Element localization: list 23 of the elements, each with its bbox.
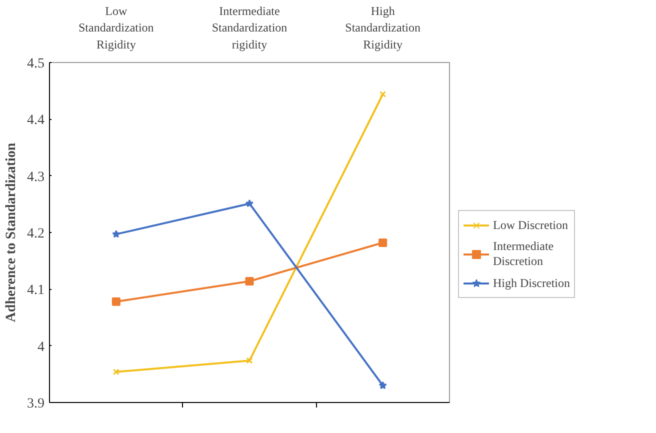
legend-label: Intermediate Discretion [493,239,554,269]
point [378,381,387,390]
point [245,276,254,286]
y-tick-label: 4.1 [27,283,44,298]
x-tick-label: Intermediate Standardization rigidity [212,4,288,52]
point [380,91,386,98]
point [112,230,120,238]
legend-label: Low Discretion [493,218,568,232]
point [245,199,254,208]
y-tick-label: 4.5 [27,56,44,72]
point [112,297,120,306]
point [378,238,388,247]
x-tick-label: Low Standardization Rigidity [78,4,154,52]
y-tick-label: 4.4 [27,113,44,128]
point [112,368,120,376]
point [246,357,253,364]
y-tick-label: 4 [38,340,44,355]
y-axis-title: Adherence to Standardization [4,142,19,322]
legend-label: High Discretion [493,276,570,290]
y-tick-label: 4.3 [27,170,44,185]
y-tick-label: 3.9 [27,396,44,412]
x-tick-label: High Standardization Rigidity [345,4,420,52]
y-tick-label: 4.2 [27,226,44,242]
